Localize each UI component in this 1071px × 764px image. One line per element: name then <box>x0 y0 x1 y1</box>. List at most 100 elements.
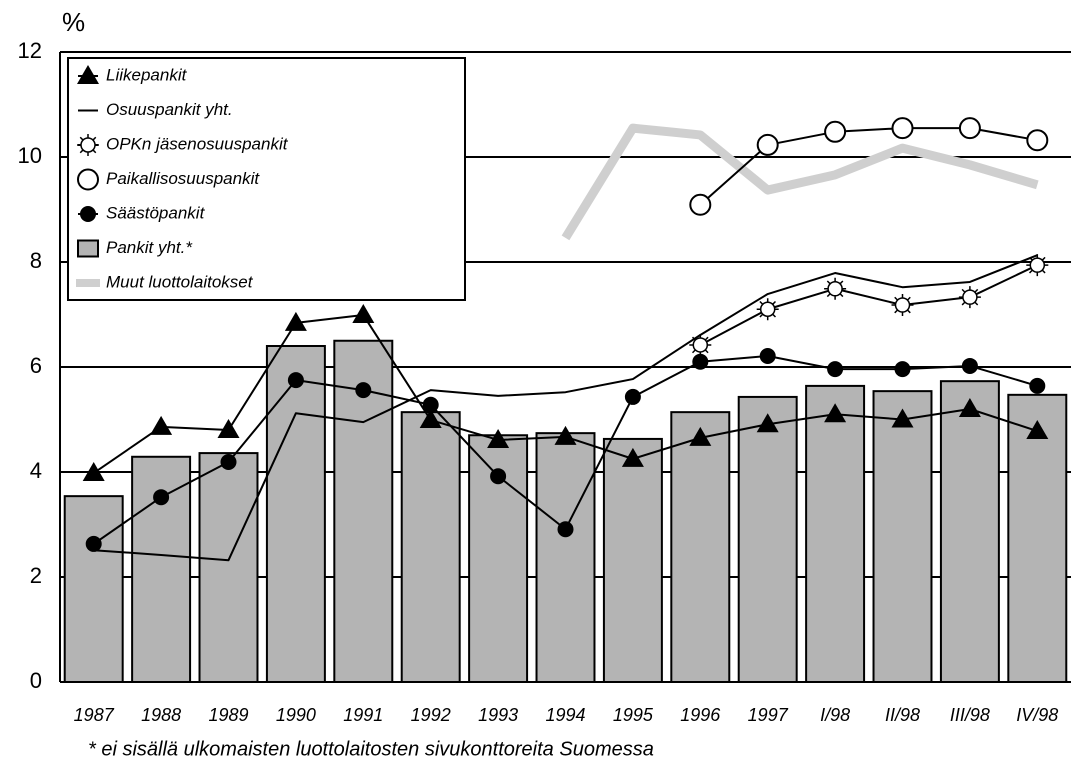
legend: Liikepankit Osuuspankit yht. OPKn jäsenosu… <box>67 57 466 301</box>
y-tick-label: 8 <box>30 248 42 273</box>
bar <box>1007 393 1068 683</box>
marker <box>284 311 307 331</box>
marker <box>77 134 99 156</box>
bar <box>265 345 326 683</box>
marker-core <box>759 301 776 317</box>
y-axis-label: % <box>62 7 85 37</box>
marker <box>1029 377 1046 394</box>
bar <box>400 411 461 683</box>
marker <box>624 388 641 405</box>
bar <box>535 432 596 683</box>
marker <box>824 403 847 423</box>
y-tick-label: 2 <box>30 563 42 588</box>
marker <box>150 415 173 435</box>
marker <box>77 168 99 191</box>
line <box>93 254 1038 562</box>
marker <box>1026 129 1049 152</box>
marker <box>759 347 776 364</box>
x-tick-label: 1995 <box>613 705 654 725</box>
marker <box>756 298 779 321</box>
marker-rays <box>756 298 779 321</box>
marker-core <box>894 297 911 313</box>
marker <box>891 294 914 317</box>
y-tick-label: 6 <box>30 353 42 378</box>
marker <box>82 462 105 482</box>
legend-label: Säästöpankit <box>106 203 206 222</box>
x-tick-label: 1997 <box>748 705 789 725</box>
marker <box>689 333 712 356</box>
marker-rays <box>77 134 99 156</box>
x-tick-label: 1990 <box>276 705 316 725</box>
marker-core <box>692 337 709 353</box>
x-tick-label: 1996 <box>680 705 721 725</box>
x-tick-label: 1988 <box>141 705 181 725</box>
marker <box>689 426 712 446</box>
legend-label: Liikepankit <box>106 65 188 84</box>
marker <box>894 361 911 378</box>
x-tick-label: IV/98 <box>1016 705 1058 725</box>
x-tick-label: II/98 <box>885 705 920 725</box>
bar <box>805 384 866 683</box>
marker-core <box>962 289 978 305</box>
marker <box>77 65 99 84</box>
bar <box>602 437 663 683</box>
legend-box <box>67 57 466 301</box>
y-tick-label: 10 <box>18 143 42 168</box>
x-tick-label: 1989 <box>208 705 248 725</box>
line <box>561 123 1039 241</box>
legend-label: OPKn jäsenosuuspankit <box>106 134 289 153</box>
x-tick-label: III/98 <box>950 705 990 725</box>
marker <box>827 361 844 378</box>
legend-label: Paikallisosuuspankit <box>106 169 260 188</box>
marker <box>961 357 978 374</box>
marker-rays <box>824 277 847 300</box>
line <box>699 264 1038 346</box>
y-tick-label: 12 <box>18 38 42 63</box>
line <box>699 127 1038 206</box>
legend-swatch <box>77 239 99 258</box>
x-tick-label: 1994 <box>545 705 585 725</box>
marker <box>692 353 709 370</box>
marker <box>557 521 574 538</box>
marker <box>1026 420 1049 440</box>
x-tick-label: 1987 <box>74 705 115 725</box>
legend-label: Osuuspankit yht. <box>106 100 233 119</box>
marker <box>422 396 439 413</box>
marker-core <box>80 137 96 153</box>
marker-rays <box>891 294 914 317</box>
marker <box>355 382 372 399</box>
legend-label: Muut luottolaitokset <box>106 272 254 291</box>
marker <box>1026 254 1049 277</box>
marker <box>689 193 712 216</box>
marker <box>419 409 442 429</box>
marker <box>824 277 847 300</box>
marker <box>891 408 914 428</box>
marker-core <box>1029 257 1046 273</box>
marker <box>287 372 304 389</box>
marker <box>891 117 914 140</box>
x-tick-label: 1991 <box>343 705 383 725</box>
marker <box>554 425 577 445</box>
marker <box>217 419 240 438</box>
bar <box>670 411 731 683</box>
x-tick-label: I/98 <box>820 705 850 725</box>
bar <box>872 390 933 683</box>
marker-core <box>827 281 843 297</box>
marker <box>958 286 981 309</box>
marker <box>756 413 779 433</box>
legend-label: Pankit yht.* <box>106 238 193 257</box>
marker <box>824 120 847 143</box>
marker <box>958 398 981 417</box>
bar <box>737 395 798 683</box>
marker-rays <box>958 286 981 309</box>
footnote: * ei sisällä ulkomaisten luottolaitosten… <box>88 738 654 760</box>
marker-rays <box>1026 254 1049 277</box>
marker <box>153 489 170 506</box>
y-tick-label: 0 <box>30 668 42 693</box>
bar <box>939 380 1000 683</box>
marker <box>220 454 237 471</box>
marker <box>958 117 981 140</box>
marker <box>80 206 96 222</box>
y-tick-label: 4 <box>30 458 42 483</box>
x-tick-label: 1992 <box>411 705 451 725</box>
